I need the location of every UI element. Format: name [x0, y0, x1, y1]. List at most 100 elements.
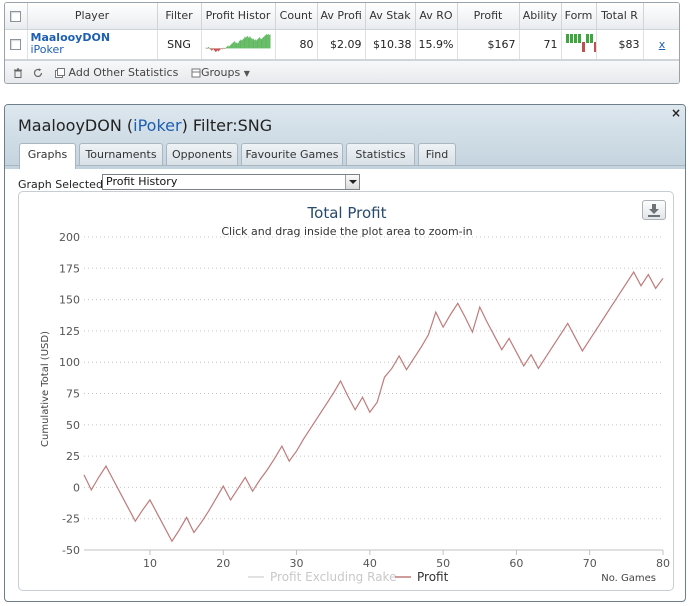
- grid-lines: [84, 236, 663, 520]
- row-select-cell[interactable]: [5, 29, 28, 60]
- tab-statistics[interactable]: Statistics: [346, 143, 415, 165]
- x-axis-label: No. Games: [601, 573, 656, 584]
- form-bar: [565, 33, 569, 43]
- player-cell[interactable]: MaalooyDON iPoker: [27, 29, 158, 60]
- table-row[interactable]: MaalooyDON iPoker SNG 80 $2.09 $10.38 15…: [5, 29, 679, 60]
- sparkline-bar: [224, 47, 226, 49]
- profit-chart[interactable]: Total Profit Click and drag inside the p…: [19, 192, 675, 592]
- dialog-title-open: (: [121, 116, 134, 135]
- sparkline-bar: [230, 43, 232, 48]
- select-all-checkbox[interactable]: [10, 10, 22, 22]
- sparkline-bar: [237, 42, 239, 48]
- dialog-title-site[interactable]: iPoker: [133, 116, 182, 135]
- header-profit-history[interactable]: Profit Histor: [201, 3, 276, 30]
- graph-select-dropdown[interactable]: Profit History: [102, 174, 360, 190]
- sparkline-bar: [236, 41, 238, 48]
- groups-dropdown[interactable]: Groups ▼: [191, 66, 250, 79]
- filter-cell: SNG: [157, 29, 202, 60]
- form-bar: [585, 33, 589, 43]
- tab-find[interactable]: Find: [418, 143, 456, 165]
- sparkline-bar: [241, 40, 243, 48]
- sparkline-bar: [220, 47, 222, 49]
- header-form[interactable]: Form: [561, 3, 597, 30]
- remove-row-link[interactable]: x: [658, 37, 666, 51]
- y-tick-label: 50: [66, 419, 80, 432]
- header-ability[interactable]: Ability: [519, 3, 562, 30]
- add-other-statistics-button[interactable]: Add Other Statistics: [55, 66, 178, 79]
- row-checkbox[interactable]: [10, 39, 22, 50]
- ability-cell: 71: [519, 29, 562, 60]
- chart-subtitle: Click and drag inside the plot area to z…: [221, 225, 472, 238]
- sparkline-bar: [218, 47, 220, 51]
- sparkline-bar: [215, 47, 217, 52]
- sparkline-bar: [234, 41, 236, 48]
- sparkline-bar: [216, 47, 218, 51]
- refresh-icon[interactable]: [33, 66, 43, 79]
- player-dialog: MaalooyDON (iPoker) Filter:SNG × Graphs …: [4, 104, 686, 602]
- sparkline-bar: [206, 47, 208, 49]
- sparkline-bar: [258, 37, 260, 48]
- sparkline-bar: [212, 47, 213, 50]
- tab-graphs[interactable]: Graphs: [19, 143, 76, 169]
- legend-label: Profit Excluding Rake: [270, 570, 396, 584]
- sparkline-bar: [209, 47, 211, 49]
- sparkline-bar: [261, 38, 263, 48]
- header-total-rake[interactable]: Total R: [596, 3, 644, 30]
- x-tick-label: 80: [656, 557, 670, 570]
- header-av-profit[interactable]: Av Profi: [317, 3, 366, 30]
- sparkline-bar: [250, 36, 252, 48]
- download-chart-button[interactable]: [642, 200, 666, 220]
- sparkline-bar: [251, 38, 253, 48]
- stats-footer-toolbar: Add Other Statistics Groups ▼: [5, 60, 679, 83]
- chart-legend[interactable]: Profit Excluding Rake Profit: [248, 570, 449, 584]
- sparkline-bar: [244, 36, 246, 48]
- sparkline-bar: [228, 46, 230, 48]
- groups-label: Groups: [201, 66, 241, 79]
- legend-label: Profit: [417, 570, 449, 584]
- trash-icon[interactable]: [13, 66, 23, 79]
- header-profit[interactable]: Profit: [457, 3, 520, 30]
- sparkline-bar: [255, 39, 256, 48]
- remove-cell: x: [643, 29, 679, 60]
- dialog-title-player: MaalooyDON: [18, 116, 122, 135]
- legend-item-profit-excluding-rake[interactable]: Profit Excluding Rake: [248, 570, 396, 584]
- sparkline-bar: [205, 47, 207, 48]
- header-player[interactable]: Player: [27, 3, 158, 30]
- profit-cell: $167: [457, 29, 520, 60]
- series-line-profit[interactable]: [83, 270, 664, 543]
- add-other-statistics-label: Add Other Statistics: [68, 66, 179, 79]
- sparkline-bar: [238, 42, 239, 48]
- sparkline-bar: [233, 40, 235, 48]
- form-bars: [565, 33, 595, 52]
- sparkline-bar: [211, 47, 213, 51]
- sparkline-bar: [257, 38, 259, 48]
- tab-opponents[interactable]: Opponents: [166, 143, 238, 165]
- header-av-stake[interactable]: Av Stak: [365, 3, 416, 30]
- sparkline-bar: [260, 38, 262, 48]
- av-roi-cell: 15.9%: [415, 29, 458, 60]
- header-filter[interactable]: Filter: [157, 3, 202, 30]
- form-bar: [577, 33, 581, 43]
- sparkline-bar: [245, 37, 247, 48]
- sparkline-bar: [212, 47, 214, 49]
- tab-favourite-games[interactable]: Favourite Games: [241, 143, 343, 165]
- legend-item-profit[interactable]: Profit: [395, 570, 449, 584]
- close-icon[interactable]: ×: [670, 106, 681, 120]
- player-name-link[interactable]: MaalooyDON: [30, 31, 111, 44]
- header-av-roi[interactable]: Av RO: [415, 3, 458, 30]
- sparkline-bar: [213, 47, 215, 50]
- player-site-link[interactable]: iPoker: [30, 43, 64, 56]
- tab-tournaments[interactable]: Tournaments: [79, 143, 163, 165]
- header-select-all[interactable]: [5, 3, 28, 30]
- chevron-down-icon[interactable]: [345, 175, 359, 189]
- form-bar: [573, 33, 577, 43]
- x-tick-label: 20: [216, 557, 230, 570]
- sparkline-bar: [231, 43, 233, 48]
- x-tick-label: 40: [363, 557, 377, 570]
- profit-history-cell: [201, 29, 276, 60]
- header-count[interactable]: Count: [275, 3, 318, 30]
- sparkline-bar: [208, 46, 209, 48]
- sparkline-bar: [225, 46, 227, 48]
- sparkline-bar: [210, 47, 212, 50]
- sparkline-bar: [207, 47, 209, 48]
